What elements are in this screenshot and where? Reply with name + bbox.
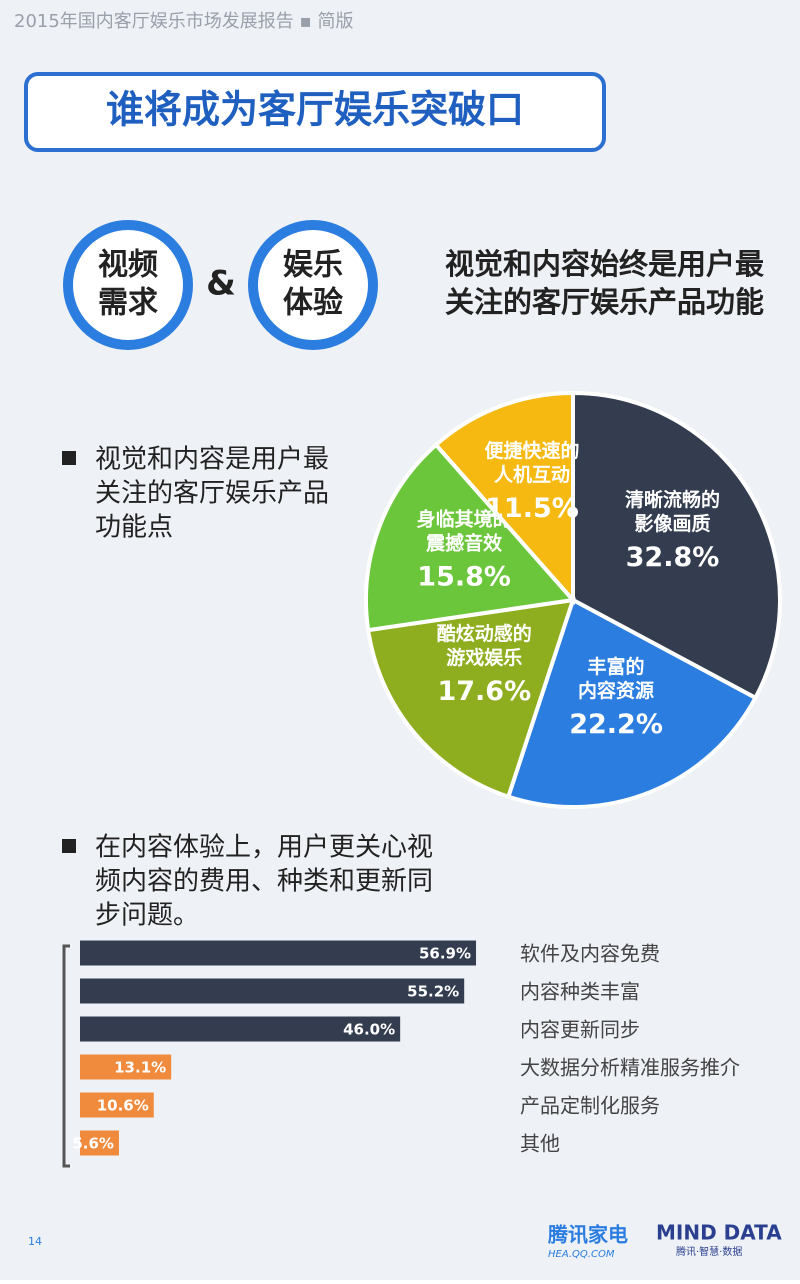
ampersand: & <box>206 264 236 304</box>
bar-category: 软件及内容免费 <box>520 942 660 966</box>
bar-value: 10.6% <box>97 1097 149 1115</box>
slice-label: 影像画质 <box>634 512 710 535</box>
logo-text: MIND DATA <box>656 1221 782 1245</box>
bullet <box>62 839 76 853</box>
slice-label: 人机互动 <box>494 464 570 486</box>
bar <box>80 1016 401 1042</box>
headline: 视觉和内容始终是用户最 <box>445 247 764 281</box>
slice-value: 15.8% <box>417 562 511 593</box>
note: 关注的客厅娱乐产品 <box>95 479 329 509</box>
pie-slice <box>433 390 575 606</box>
note: 频内容的费用、种类和更新同 <box>95 867 433 897</box>
badge-text: 视频 <box>98 248 158 283</box>
bar-value: 13.1% <box>114 1059 166 1077</box>
bar-value: 5.6% <box>72 1135 114 1153</box>
title: 谁将成为客厅娱乐突破口 <box>106 88 524 132</box>
logo-text: HEA.QQ.COM <box>548 1249 615 1260</box>
pie-slice <box>505 597 759 809</box>
bar-category: 内容更新同步 <box>520 1018 640 1042</box>
slice-label: 丰富的 <box>588 655 645 678</box>
badge-text: 娱乐 <box>283 248 343 283</box>
bar <box>80 1092 154 1118</box>
note: 功能点 <box>95 513 173 543</box>
bar-value: 56.9% <box>419 945 471 963</box>
slice-label: 酷炫动感的 <box>437 622 532 645</box>
bar <box>80 1054 172 1080</box>
slice-label: 清晰流畅的 <box>625 488 720 511</box>
badge-text: 需求 <box>98 286 158 321</box>
note: 在内容体验上，用户更关心视 <box>95 833 433 863</box>
slice-value: 32.8% <box>626 542 720 573</box>
title-box <box>24 72 606 152</box>
slice-value: 22.2% <box>569 709 663 740</box>
note: 步问题。 <box>95 901 199 931</box>
bar-value: 46.0% <box>343 1021 395 1039</box>
bullet <box>62 451 76 465</box>
slice-label: 游戏娱乐 <box>446 646 522 669</box>
badge-circle <box>248 220 378 350</box>
bracket <box>62 944 70 1168</box>
logo-text: 腾讯家电 <box>548 1223 628 1247</box>
pie-slice <box>364 442 577 633</box>
headline: 关注的客厅娱乐产品功能 <box>445 285 764 319</box>
slice-label: 内容资源 <box>578 679 654 702</box>
slice-label: 便捷快速的 <box>484 439 579 462</box>
logo-text: 腾讯·智慧·数据 <box>676 1245 742 1258</box>
pie-slice <box>365 597 576 800</box>
slice-label: 身临其境的 <box>417 508 512 531</box>
bar-category: 大数据分析精准服务推介 <box>520 1056 740 1080</box>
slice-value: 17.6% <box>437 676 531 707</box>
bar-category: 其他 <box>520 1132 560 1156</box>
slice-value: 11.5% <box>485 493 579 524</box>
bar <box>80 978 465 1004</box>
note: 视觉和内容是用户最 <box>95 445 329 475</box>
bar <box>80 1130 119 1156</box>
badge-text: 体验 <box>283 286 343 321</box>
badge-circle <box>63 220 193 350</box>
bar <box>80 940 477 966</box>
bar-category: 产品定制化服务 <box>520 1094 660 1118</box>
header: 2015年国内客厅娱乐市场发展报告 ▪ 简版 <box>14 11 353 32</box>
page-number: 14 <box>28 1235 42 1248</box>
bar-value: 55.2% <box>407 983 459 1001</box>
pie-slice <box>571 390 782 701</box>
bar-category: 内容种类丰富 <box>520 980 640 1004</box>
slice-label: 震撼音效 <box>426 532 502 555</box>
